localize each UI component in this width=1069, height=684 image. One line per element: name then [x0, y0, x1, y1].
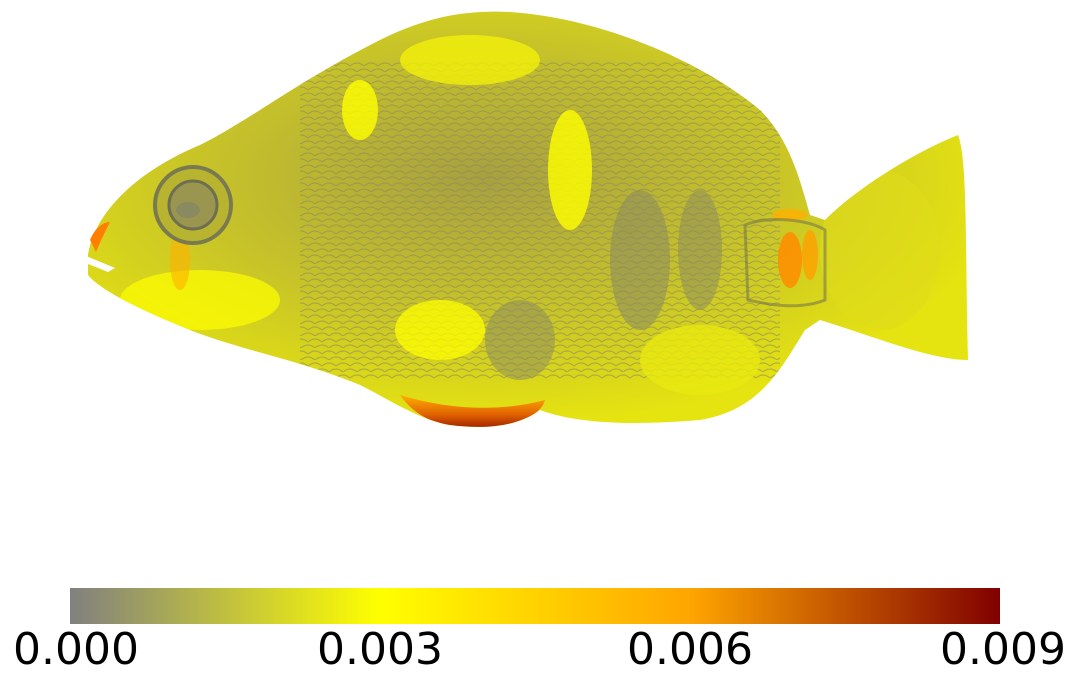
fish-body	[86, 11, 968, 427]
tick-label-3: 0.009	[940, 624, 1066, 675]
tick-label-2: 0.006	[627, 624, 753, 675]
tick-label-1: 0.003	[317, 624, 443, 675]
fish-eye	[153, 165, 233, 245]
colorbar	[70, 588, 1000, 624]
tick-label-0: 0.000	[13, 624, 139, 675]
fish-heatmap-figure	[86, 11, 968, 427]
